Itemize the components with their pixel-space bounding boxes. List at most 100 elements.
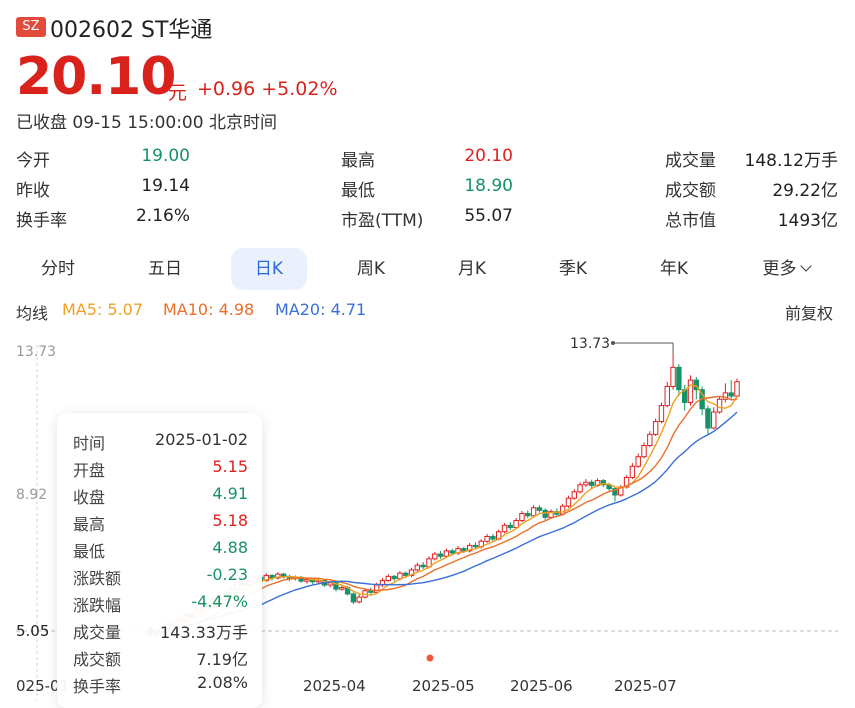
candle-body <box>339 587 345 590</box>
tooltip-key: 时间 <box>73 434 106 453</box>
tab-more[interactable]: 更多 <box>751 248 821 290</box>
ma10-value: MA10: 4.98 <box>163 300 255 319</box>
tooltip-value: -0.23 <box>206 565 248 584</box>
tooltip-value: 4.88 <box>212 538 248 557</box>
tooltip-row: 最低 4.88 <box>73 538 248 565</box>
tooltip-key: 换手率 <box>73 677 122 696</box>
x-axis-label: 2025-07 <box>614 677 677 695</box>
tab-label: 分时 <box>41 259 75 279</box>
candle-body <box>548 511 554 518</box>
candle-body <box>589 481 595 486</box>
tooltip-value: 7.19亿 <box>196 650 248 669</box>
tab-label: 季K <box>558 259 588 279</box>
tab-label: 五日 <box>148 259 182 279</box>
candle-body <box>391 575 397 580</box>
tooltip-key: 开盘 <box>73 461 106 480</box>
tooltip-row: 开盘 5.15 <box>73 457 248 484</box>
y-axis-label: 13.73 <box>16 344 56 360</box>
x-axis-label: 2025-04 <box>303 677 366 695</box>
candle-body <box>629 465 636 478</box>
candle-body <box>664 385 670 407</box>
candle-body <box>437 553 444 557</box>
candle-body <box>385 575 391 582</box>
candle-body <box>641 445 647 458</box>
candle-body <box>484 535 490 542</box>
tab-period-1[interactable]: 五日 <box>130 248 200 290</box>
stat-value: 55.07 <box>464 206 513 226</box>
stat-label: 昨收 <box>16 181 50 201</box>
candle-body <box>443 550 450 557</box>
stat-value: 2.16% <box>135 206 190 226</box>
tooltip-row: 时间 2025-01-02 <box>73 430 248 457</box>
period-tabs: 分时 五日 日K 周K 月K 季K 年K 更多 <box>0 248 855 290</box>
candle-body <box>658 405 665 423</box>
tooltip-key: 最低 <box>73 542 106 561</box>
tooltip-key: 最高 <box>73 515 106 534</box>
candle-body <box>472 544 479 548</box>
candle-body <box>519 513 525 522</box>
stat-label: 总市值 <box>665 211 716 231</box>
tooltip-row: 收盘 4.91 <box>73 484 248 511</box>
stat-label: 最低 <box>341 181 375 201</box>
stat-label: 今开 <box>16 151 50 171</box>
tooltip-row: 涨跌额 -0.23 <box>73 565 248 592</box>
candle-body <box>571 491 577 499</box>
exchange-badge: SZ <box>16 17 46 37</box>
candle-body <box>687 379 694 403</box>
candle-body <box>530 507 537 517</box>
candle-body <box>350 593 357 603</box>
tooltip-key: 涨跌幅 <box>73 596 122 615</box>
candle-body <box>722 392 729 400</box>
stat-label: 最高 <box>341 151 375 171</box>
tab-label: 日K <box>254 259 284 279</box>
tab-label: 周K <box>356 259 386 279</box>
candle-body <box>612 488 618 496</box>
candle-tooltip: 时间 2025-01-02 开盘 5.15 收盘 4.91 最高 5.18 最低 4.88 涨跌额 -… <box>57 413 262 708</box>
adjust-toggle[interactable]: 前复权 <box>785 304 834 323</box>
tooltip-row: 换手率 2.08% <box>73 673 248 700</box>
candle-body <box>635 456 641 467</box>
candle-body <box>403 572 409 576</box>
candle-body <box>734 381 740 397</box>
x-axis-label: 2025-05 <box>412 677 475 695</box>
stat-label: 换手率 <box>16 211 67 231</box>
max-price-label: 13.73 <box>570 336 610 352</box>
tab-period-3[interactable]: 周K <box>336 248 406 290</box>
tab-period-4[interactable]: 月K <box>437 248 507 290</box>
stat-value: 18.90 <box>464 176 513 196</box>
market-status: 已收盘 09-15 15:00:00 北京时间 <box>16 113 277 133</box>
tooltip-row: 成交额 7.19亿 <box>73 646 248 673</box>
tooltip-key: 成交量 <box>73 623 122 642</box>
tooltip-value: 2025-01-02 <box>155 430 248 449</box>
candle-body <box>652 421 659 435</box>
candle-body <box>414 564 421 571</box>
chevron-down-icon <box>799 260 812 272</box>
ma5-value: MA5: 5.07 <box>62 300 144 319</box>
current-price: 20.10 <box>16 47 176 107</box>
tooltip-value: 143.33万手 <box>160 623 248 642</box>
stat-value: 19.00 <box>141 146 190 166</box>
candle-body <box>565 497 572 507</box>
y-axis-label: 5.05 <box>16 622 49 640</box>
price-unit: 元 <box>168 82 188 104</box>
tab-period-2[interactable]: 日K <box>231 248 307 290</box>
candle-body <box>501 524 508 533</box>
max-dot <box>611 341 615 345</box>
ma20-value: MA20: 4.71 <box>275 300 367 319</box>
stat-value: 20.10 <box>464 146 513 166</box>
candle-body <box>490 535 496 540</box>
candle-body <box>466 544 473 552</box>
stat-label: 成交额 <box>665 181 716 201</box>
tooltip-key: 收盘 <box>73 488 106 507</box>
candle-body <box>577 484 583 493</box>
tab-period-6[interactable]: 年K <box>639 248 709 290</box>
tab-label: 月K <box>457 259 487 279</box>
tab-period-0[interactable]: 分时 <box>23 248 93 290</box>
candle-body <box>449 550 455 554</box>
candle-body <box>333 582 339 590</box>
candle-body <box>542 509 548 518</box>
tab-period-5[interactable]: 季K <box>538 248 608 290</box>
stat-value: 29.22亿 <box>772 181 838 201</box>
stat-value: 148.12万手 <box>744 151 838 171</box>
event-marker <box>426 654 434 662</box>
